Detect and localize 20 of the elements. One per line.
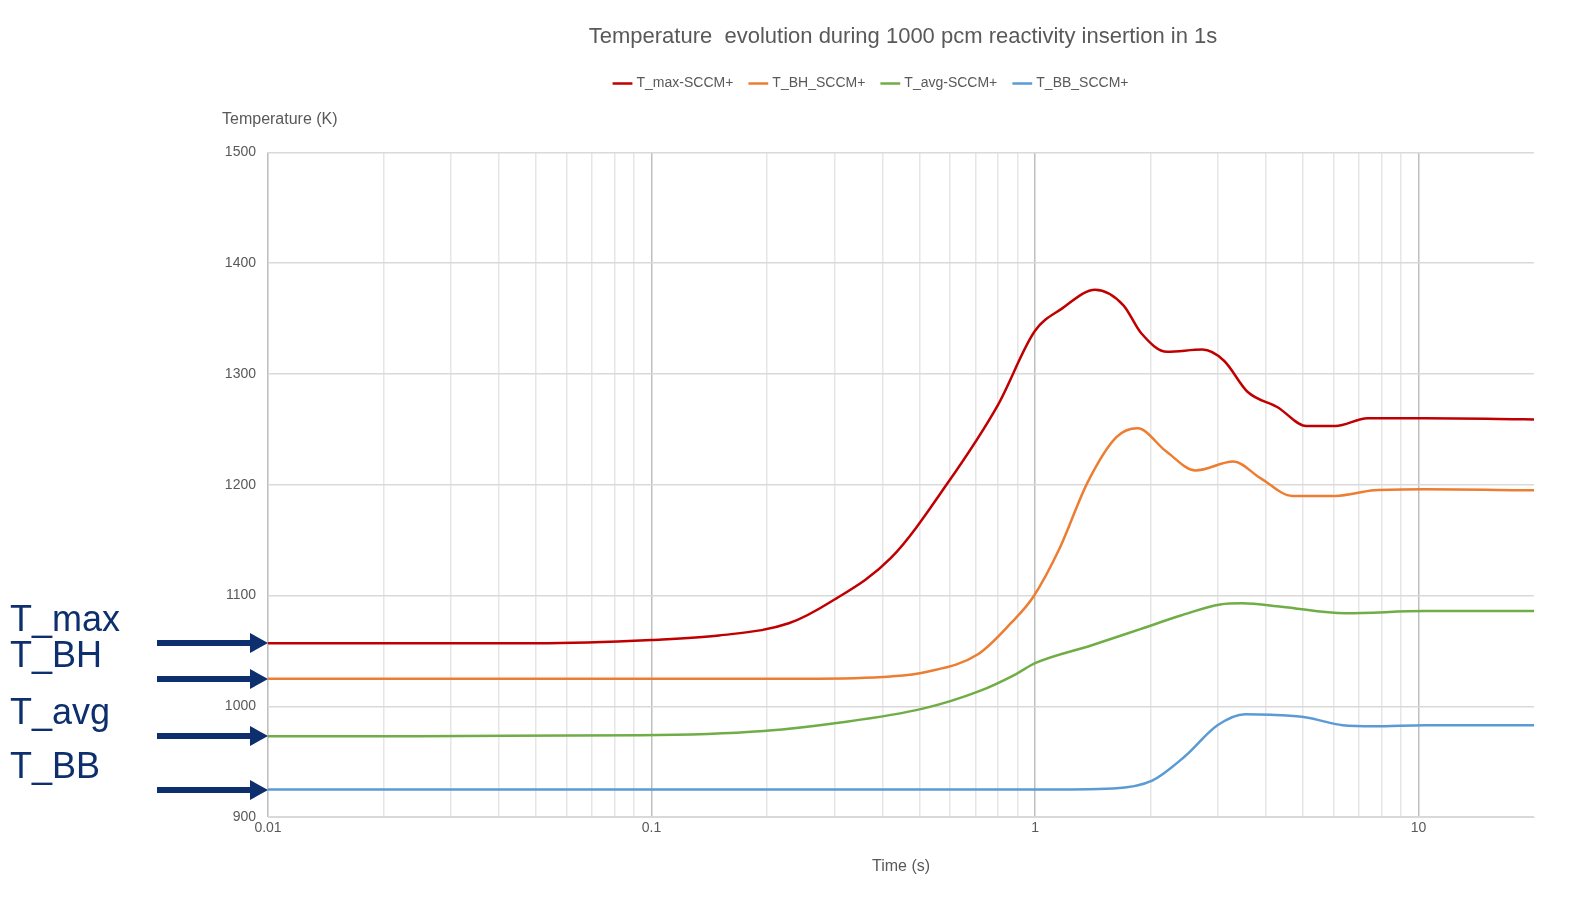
x-tick-label: 1	[1031, 819, 1040, 836]
legend-label: T_BB_SCCM+	[1036, 74, 1129, 91]
legend-label: T_BH_SCCM+	[772, 74, 866, 91]
text: T_avg	[10, 691, 111, 733]
y-tick-label: 1200	[224, 475, 257, 492]
x-tick-label: 0.1	[641, 819, 662, 836]
y-tick-label: 1500	[224, 143, 257, 160]
y-tick-label: 1400	[224, 254, 257, 271]
y-tick-label: 1300	[224, 364, 257, 381]
text: T_max	[10, 598, 121, 640]
x-axis-title: Time (s)	[871, 857, 931, 875]
x-tick-label: 0.01	[254, 819, 282, 836]
x-tick-label: 10	[1410, 819, 1427, 836]
legend-label: T_avg-SCCM+	[904, 74, 998, 91]
legend-label: T_max-SCCM+	[636, 74, 734, 91]
chart-title: Temperature evolution during 1000 pcm reactivity insertion in 1s	[588, 23, 1218, 49]
y-axis-title: Temperature (K)	[222, 110, 338, 128]
y-tick-label: 1000	[224, 697, 257, 714]
text: T_BB	[10, 744, 101, 786]
y-tick-label: 1100	[225, 586, 257, 603]
